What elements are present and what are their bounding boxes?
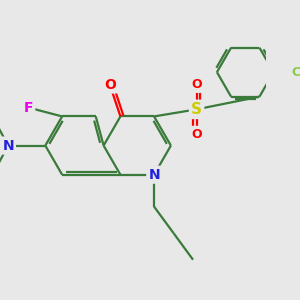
- Text: O: O: [104, 78, 116, 92]
- Text: N: N: [148, 168, 160, 182]
- Text: N: N: [2, 139, 14, 153]
- Text: S: S: [191, 102, 202, 117]
- Text: F: F: [24, 100, 33, 115]
- Text: O: O: [191, 128, 202, 141]
- Text: Cl: Cl: [292, 66, 300, 79]
- Text: O: O: [191, 78, 202, 91]
